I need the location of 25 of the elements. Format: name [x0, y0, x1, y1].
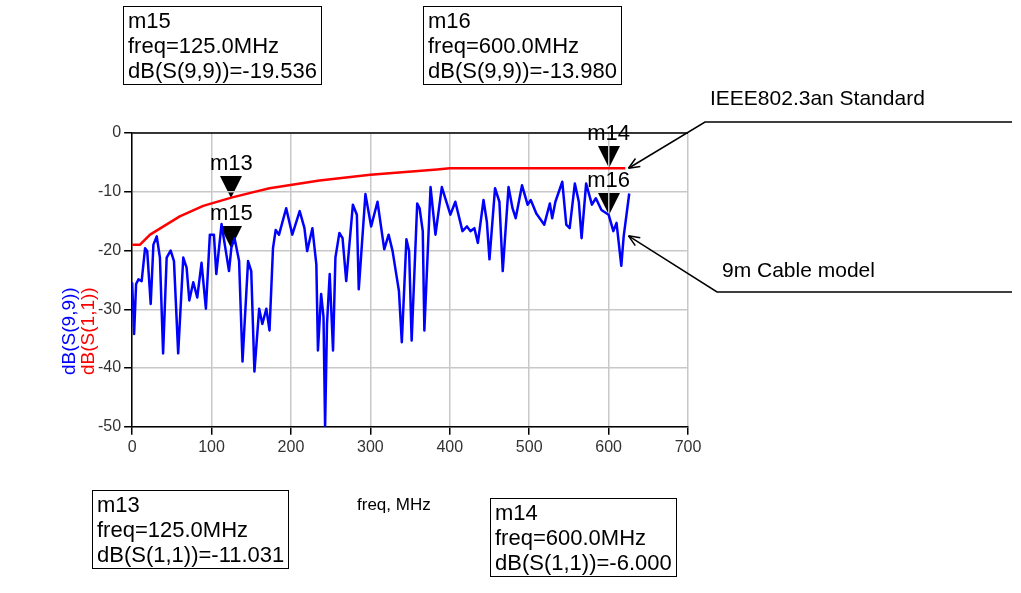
y-tick-label: 0: [112, 123, 122, 141]
annotation: m16: [587, 167, 630, 193]
annotation: 9m Cable model: [722, 258, 875, 282]
y-tick-label: -50: [98, 417, 122, 435]
text: m15 freq=125.0MHz dB(S(9,9))=-19.536: [123, 6, 322, 85]
y-tick-label: -20: [98, 240, 122, 258]
y-tick-label: -10: [98, 182, 122, 200]
annotation: IEEE802.3an Standard: [710, 86, 925, 110]
x-tick-label: 700: [674, 437, 702, 455]
text: dB(S(9,9)): [58, 287, 80, 375]
x-tick-label: 500: [515, 437, 543, 455]
x-tick-label: 400: [436, 437, 464, 455]
text: m13 freq=125.0MHz dB(S(1,1))=-11.031: [92, 490, 290, 569]
x-tick-label: 100: [198, 437, 225, 455]
y-tick-label: -30: [98, 299, 122, 317]
annotation: m13: [209, 149, 253, 175]
y-tick-label: -40: [98, 358, 122, 376]
annotation: m15: [209, 199, 253, 225]
x-axis-title: freq, MHz: [357, 495, 431, 515]
x-tick-label: 600: [595, 437, 623, 455]
text: m16 freq=600.0MHz dB(S(9,9))=-13.980: [423, 6, 622, 85]
text: m14 freq=600.0MHz dB(S(1,1))=-6.000: [490, 498, 677, 577]
x-tick-label: 300: [357, 437, 384, 455]
x-tick-label: 200: [277, 437, 305, 455]
x-tick-label: 0: [127, 437, 137, 455]
